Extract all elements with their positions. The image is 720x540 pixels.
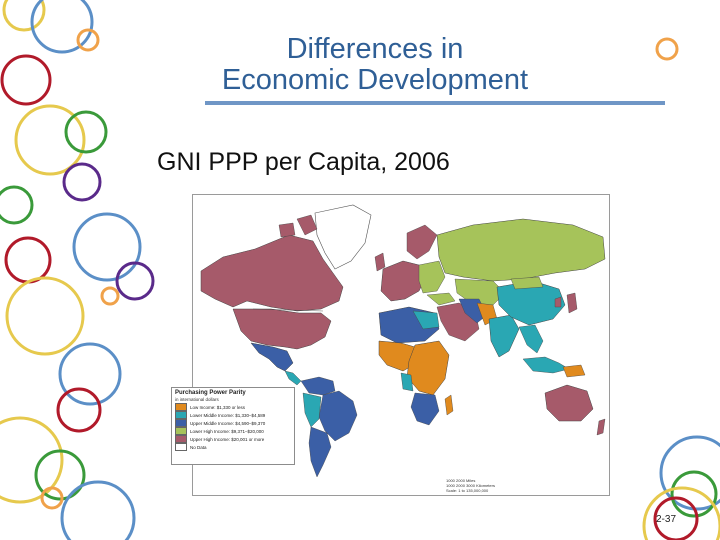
legend-subtitle: in international dollars — [175, 397, 219, 402]
legend-item: Low Income: $1,330 or less — [175, 403, 291, 411]
region-eastern-europe — [418, 260, 446, 294]
ring-red-1 — [0, 54, 52, 106]
title-underline — [205, 101, 665, 105]
legend-label: Lower High Income: $9,371–$20,000 — [190, 428, 264, 434]
region-southern-africa — [410, 392, 440, 426]
ring-purple-2 — [115, 261, 155, 301]
scale-tick-2: 2000 Miles — [456, 478, 476, 483]
region-russia — [436, 218, 606, 282]
ring-green-3 — [34, 449, 86, 501]
scale-text: Scale: 1 to 135,000,000 — [446, 488, 489, 493]
ring-gold-2 — [14, 104, 86, 176]
region-new-zealand — [596, 418, 606, 436]
region-southern-cone — [308, 426, 332, 478]
legend-label: Low Income: $1,330 or less — [190, 404, 246, 410]
scale-tick-1: 1000 — [446, 478, 455, 483]
region-korea — [554, 296, 562, 308]
legend-item: Lower Middle Income: $1,330–$4,589 — [175, 411, 291, 419]
legend-label: Upper Middle Income: $4,590–$9,370 — [190, 420, 266, 426]
world-map — [192, 194, 610, 496]
ring-green-4 — [670, 470, 718, 518]
ring-purple-1 — [62, 162, 102, 202]
ring-blue-2 — [72, 212, 142, 282]
legend-swatch — [175, 403, 187, 411]
ring-orange-small-2 — [100, 286, 120, 306]
map-caption: GNI PPP per Capita, 2006 — [157, 148, 450, 176]
region-colombia-venezuela — [300, 376, 336, 396]
region-turkey — [426, 292, 456, 306]
region-western-europe — [380, 260, 426, 302]
map-legend: Purchasing Power Parity in international… — [171, 387, 295, 465]
ring-blue-4 — [60, 480, 136, 540]
region-madagascar — [444, 394, 454, 416]
ring-orange-small-1 — [76, 28, 100, 52]
region-andes — [302, 392, 322, 428]
legend-items: Low Income: $1,330 or less Lower Middle I… — [175, 403, 291, 451]
legend-swatch — [175, 443, 187, 451]
region-brazil — [318, 390, 358, 442]
ring-gold-5 — [642, 486, 720, 540]
legend-item: Lower High Income: $9,371–$20,000 — [175, 427, 291, 435]
ring-orange-small-4 — [655, 37, 679, 61]
slide-title: Differences in Economic Development — [150, 34, 600, 96]
legend-label: Lower Middle Income: $1,330–$4,589 — [190, 412, 266, 418]
legend-item: Upper Middle Income: $4,590–$9,370 — [175, 419, 291, 427]
legend-title: Purchasing Power Parity — [175, 390, 246, 396]
region-arctic-islands — [278, 214, 318, 238]
legend-item: No Data — [175, 443, 291, 451]
ring-red-2 — [4, 236, 52, 284]
ring-red-3 — [56, 387, 102, 433]
region-uk — [374, 252, 386, 272]
title-line-2: Economic Development — [221, 64, 529, 96]
region-central-america — [284, 370, 302, 386]
scale-tick-3: 1000 — [446, 483, 455, 488]
region-greenland — [314, 204, 372, 270]
legend-swatch — [175, 427, 187, 435]
region-gabon-angola — [400, 372, 414, 392]
title-line-1: Differences in — [286, 33, 464, 65]
map-scale: 1000 2000 Miles 1000 2000 3000 Kilometer… — [446, 478, 495, 493]
legend-swatch — [175, 411, 187, 419]
region-papua — [562, 364, 586, 378]
region-scandinavia — [406, 224, 438, 260]
legend-item: Upper High Income: $20,001 or more — [175, 435, 291, 443]
legend-label: Upper High Income: $20,001 or more — [190, 436, 265, 442]
region-egypt-libya — [412, 310, 440, 330]
ring-green-1 — [64, 110, 108, 154]
scale-tick-4: 2000 — [456, 483, 465, 488]
ring-orange-small-3 — [40, 486, 64, 510]
region-north-america-north — [200, 234, 344, 312]
region-mongolia — [510, 276, 544, 290]
ring-green-2 — [0, 185, 34, 225]
legend-label: No Data — [190, 444, 207, 450]
ring-blue-5 — [659, 435, 720, 511]
scale-ticks-km: 1000 2000 3000 Kilometers — [446, 483, 495, 488]
ring-blue-3 — [58, 342, 122, 406]
region-australia — [544, 384, 594, 422]
page-number: 2-37 — [656, 514, 677, 525]
ring-gold-4 — [0, 416, 64, 504]
legend-swatch — [175, 435, 187, 443]
legend-swatch — [175, 419, 187, 427]
ring-red-4 — [653, 496, 699, 540]
scale-ticks-miles: 1000 2000 Miles — [446, 478, 495, 483]
ring-gold-3 — [5, 276, 85, 356]
map-canvas — [193, 195, 609, 495]
ring-blue-1 — [30, 0, 94, 54]
scale-tick-5: 3000 Kilometers — [466, 483, 495, 488]
region-japan — [566, 292, 578, 314]
region-southeast-asia — [518, 324, 544, 354]
ring-gold-1 — [2, 0, 46, 32]
region-usa — [232, 308, 332, 350]
